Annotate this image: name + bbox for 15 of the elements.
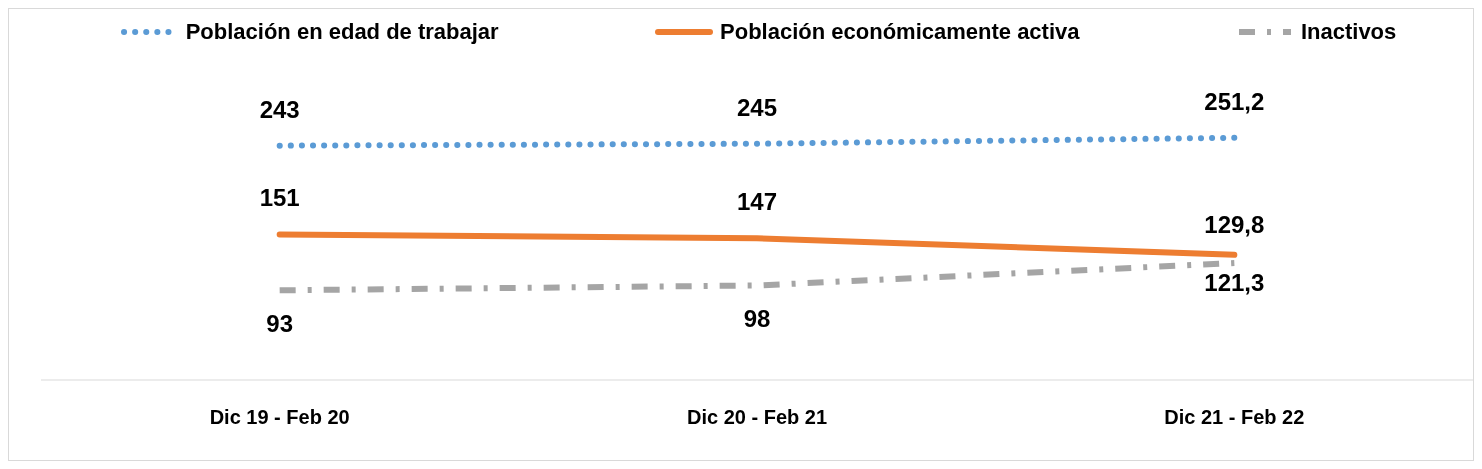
legend-label: Población económicamente activa	[720, 19, 1080, 45]
data-label: 93	[266, 310, 294, 338]
data-label: 151	[259, 184, 300, 212]
data-label: 121,3	[1204, 269, 1265, 297]
x-tick-label: Dic 19 - Feb 20	[209, 406, 350, 429]
data-label: 251,2	[1204, 87, 1265, 115]
legend-label: Inactivos	[1300, 19, 1397, 45]
x-tick-label: Dic 20 - Feb 21	[686, 406, 828, 429]
data-label: 129,8	[1204, 210, 1265, 238]
legend-label: Población en edad de trabajar	[185, 19, 499, 45]
data-label: 98	[743, 305, 771, 333]
data-label: 245	[736, 93, 778, 121]
data-label: 147	[736, 188, 778, 216]
x-tick-label: Dic 21 - Feb 22	[1164, 406, 1305, 429]
data-label: 243	[259, 95, 300, 123]
